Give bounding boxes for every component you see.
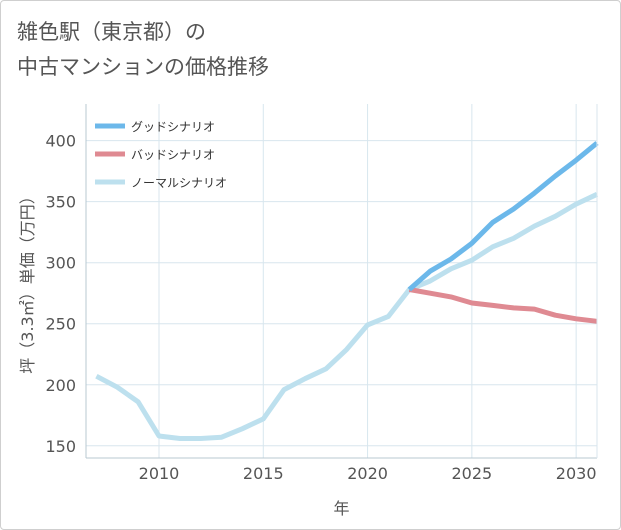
- series-layer: [95, 141, 599, 441]
- y-tick-label-250: 250: [45, 315, 76, 334]
- axes: [85, 104, 598, 459]
- series-line-1: [407, 141, 599, 292]
- y-tick-label-200: 200: [45, 376, 76, 395]
- y-tick-label-150: 150: [45, 437, 76, 456]
- x-tick-label-2010: 2010: [139, 464, 180, 483]
- chart-title: 雑色駅（東京都）の 中古マンションの価格推移: [17, 15, 269, 85]
- chart-title-line2: 中古マンションの価格推移: [17, 55, 269, 79]
- x-tick-label-2015: 2015: [243, 464, 284, 483]
- series-line-3: [95, 192, 599, 441]
- chart-title-line1: 雑色駅（東京都）の: [17, 20, 206, 44]
- legend-label-1: グッドシナリオ: [131, 120, 215, 134]
- y-tick-label-350: 350: [45, 193, 76, 212]
- x-tick-label-2025: 2025: [451, 464, 492, 483]
- tick-labels: 2010 2015 2020 2025 2030 150 200 250 300 350 400: [45, 132, 596, 483]
- y-tick-label-400: 400: [45, 132, 76, 151]
- y-tick-label-300: 300: [45, 254, 76, 273]
- x-axis-label: 年: [333, 499, 349, 518]
- legend-label-3: ノーマルシナリオ: [131, 176, 227, 190]
- y-axis-label: 坪（3.3㎡）単価（万円）: [18, 188, 37, 373]
- legend-label-2: バッドシナリオ: [131, 148, 215, 162]
- series-line-2: [408, 287, 598, 324]
- grid: [86, 104, 597, 458]
- x-tick-label-2030: 2030: [556, 464, 597, 483]
- x-tick-label-2020: 2020: [347, 464, 388, 483]
